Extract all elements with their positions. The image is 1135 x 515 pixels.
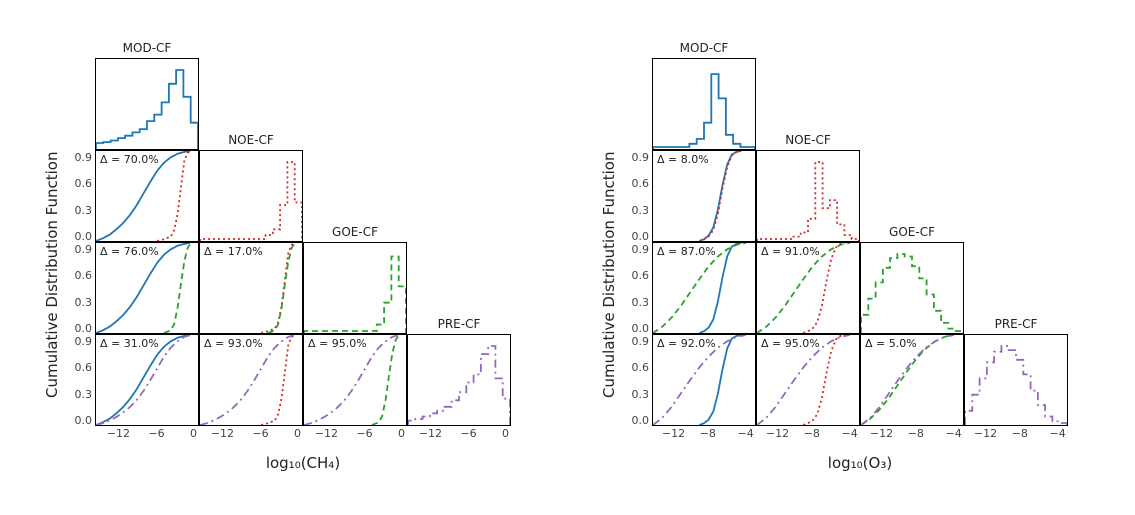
delta-label: Δ = 17.0% <box>204 245 263 258</box>
y-axis-label: Cumulative Distribution Function <box>600 152 618 398</box>
delta-label: Δ = 5.0% <box>865 337 917 350</box>
chart-panel: PRE-CF−12−8−4 <box>964 334 1068 426</box>
panel-title: MOD-CF <box>96 41 198 55</box>
panel-title: GOE-CF <box>861 225 963 239</box>
chart-panel: Δ = 95.0%−12−8−4 <box>756 334 860 426</box>
delta-label: Δ = 87.0% <box>657 245 716 258</box>
chart-panel: Δ = 87.0%0.00.30.60.9 <box>652 242 756 334</box>
delta-label: Δ = 92.0% <box>657 337 716 350</box>
delta-label: Δ = 31.0% <box>100 337 159 350</box>
chart-panel: MOD-CF <box>95 58 199 150</box>
y-tick-labels: 0.00.30.60.9 <box>625 243 649 335</box>
chart-panel: GOE-CF <box>303 242 407 334</box>
y-tick-labels: 0.00.30.60.9 <box>68 243 92 335</box>
chart-panel: PRE-CF−12−60 <box>407 334 511 426</box>
x-axis-label: log₁₀(O₃) <box>652 454 1068 472</box>
delta-label: Δ = 70.0% <box>100 153 159 166</box>
panel-title: NOE-CF <box>200 133 302 147</box>
delta-label: Δ = 95.0% <box>308 337 367 350</box>
delta-label: Δ = 91.0% <box>761 245 820 258</box>
chart-panel: Δ = 76.0%0.00.30.60.9 <box>95 242 199 334</box>
y-axis-label: Cumulative Distribution Function <box>43 152 61 398</box>
panel-title: GOE-CF <box>304 225 406 239</box>
chart-panel: Δ = 17.0% <box>199 242 303 334</box>
y-tick-labels: 0.00.30.60.9 <box>625 151 649 243</box>
chart-panel: Δ = 93.0%−12−60 <box>199 334 303 426</box>
delta-label: Δ = 93.0% <box>204 337 263 350</box>
delta-label: Δ = 76.0% <box>100 245 159 258</box>
chart-panel: Δ = 70.0%0.00.30.60.9 <box>95 150 199 242</box>
panel-title: MOD-CF <box>653 41 755 55</box>
chart-panel: Δ = 31.0%0.00.30.60.9−12−60 <box>95 334 199 426</box>
chart-panel: Δ = 95.0%−12−60 <box>303 334 407 426</box>
x-axis-label: log₁₀(CH₄) <box>95 454 511 472</box>
figure-root: Cumulative Distribution Function log₁₀(CH… <box>0 0 1135 515</box>
chart-panel: MOD-CF <box>652 58 756 150</box>
y-tick-labels: 0.00.30.60.9 <box>68 335 92 427</box>
chart-panel: NOE-CF <box>199 150 303 242</box>
delta-label: Δ = 8.0% <box>657 153 709 166</box>
panel-title: PRE-CF <box>965 317 1067 331</box>
chart-panel: GOE-CF <box>860 242 964 334</box>
y-tick-labels: 0.00.30.60.9 <box>68 151 92 243</box>
chart-panel: Δ = 92.0%0.00.30.60.9−12−8−4 <box>652 334 756 426</box>
chart-panel: Δ = 5.0%−12−8−4 <box>860 334 964 426</box>
chart-panel: Δ = 8.0%0.00.30.60.9 <box>652 150 756 242</box>
panel-title: NOE-CF <box>757 133 859 147</box>
chart-panel: NOE-CF <box>756 150 860 242</box>
chart-panel: Δ = 91.0% <box>756 242 860 334</box>
panel-title: PRE-CF <box>408 317 510 331</box>
delta-label: Δ = 95.0% <box>761 337 820 350</box>
y-tick-labels: 0.00.30.60.9 <box>625 335 649 427</box>
